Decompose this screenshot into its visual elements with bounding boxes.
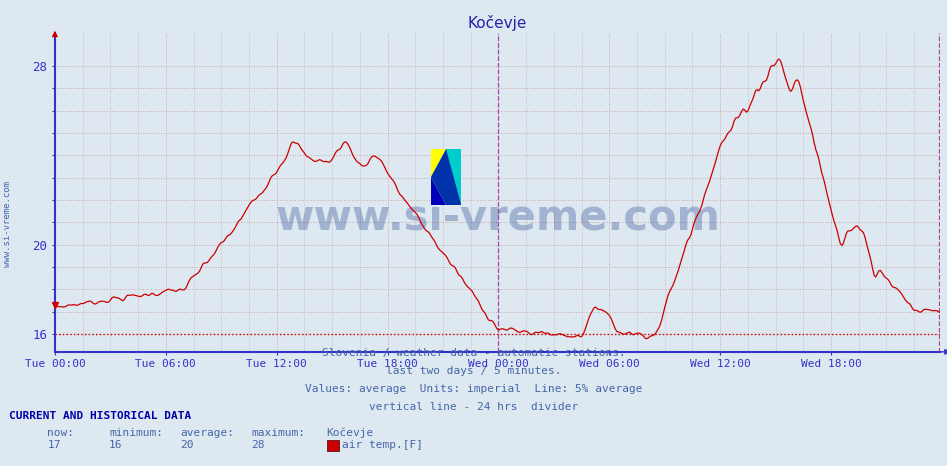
Text: Kočevje: Kočevje xyxy=(327,427,374,438)
Text: 28: 28 xyxy=(251,440,264,450)
Text: 20: 20 xyxy=(180,440,193,450)
Polygon shape xyxy=(431,149,446,177)
Text: vertical line - 24 hrs  divider: vertical line - 24 hrs divider xyxy=(369,402,578,411)
Text: 16: 16 xyxy=(109,440,122,450)
Text: minimum:: minimum: xyxy=(109,428,163,438)
Text: www.si-vreme.com: www.si-vreme.com xyxy=(3,181,12,267)
Polygon shape xyxy=(431,149,461,205)
Text: www.si-vreme.com: www.si-vreme.com xyxy=(276,197,720,239)
Text: now:: now: xyxy=(47,428,75,438)
Text: average:: average: xyxy=(180,428,234,438)
Text: maximum:: maximum: xyxy=(251,428,305,438)
Text: Slovenia / weather data - automatic stations.: Slovenia / weather data - automatic stat… xyxy=(322,349,625,358)
Text: CURRENT AND HISTORICAL DATA: CURRENT AND HISTORICAL DATA xyxy=(9,411,191,421)
Text: air temp.[F]: air temp.[F] xyxy=(342,440,423,450)
Polygon shape xyxy=(431,177,446,205)
Title: Kočevje: Kočevje xyxy=(468,15,527,31)
Text: last two days / 5 minutes.: last two days / 5 minutes. xyxy=(385,366,562,376)
Text: Values: average  Units: imperial  Line: 5% average: Values: average Units: imperial Line: 5%… xyxy=(305,384,642,394)
Polygon shape xyxy=(446,149,461,205)
Text: 17: 17 xyxy=(47,440,61,450)
